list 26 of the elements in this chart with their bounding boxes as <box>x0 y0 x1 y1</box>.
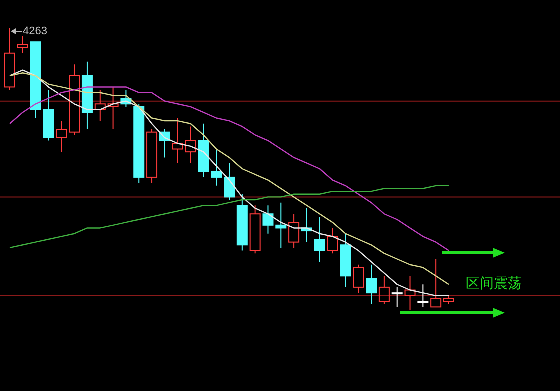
candlestick <box>224 162 235 201</box>
candlestick <box>276 202 287 248</box>
candlestick <box>185 126 196 164</box>
candlestick <box>198 123 210 178</box>
candlestick <box>262 205 274 234</box>
candlestick <box>366 264 378 305</box>
candlestick <box>4 28 16 91</box>
text: 区间震荡 <box>466 275 522 291</box>
candlestick <box>250 205 261 254</box>
annotation: 4263 <box>23 25 48 38</box>
candlestick <box>17 36 28 54</box>
candlestick <box>314 216 326 263</box>
candlestick <box>236 194 248 252</box>
candlestick <box>327 228 338 254</box>
candlestick <box>392 286 403 308</box>
candlestick <box>418 284 429 308</box>
candlestick <box>69 64 80 136</box>
candlestick <box>56 120 68 153</box>
candlestick <box>288 214 300 248</box>
candlestick <box>340 233 352 288</box>
candlestick <box>94 90 106 122</box>
candlestick <box>172 118 184 164</box>
candlestick <box>404 276 416 310</box>
candlestick <box>378 276 390 305</box>
candlestick <box>430 258 442 308</box>
candlestick <box>211 148 222 186</box>
